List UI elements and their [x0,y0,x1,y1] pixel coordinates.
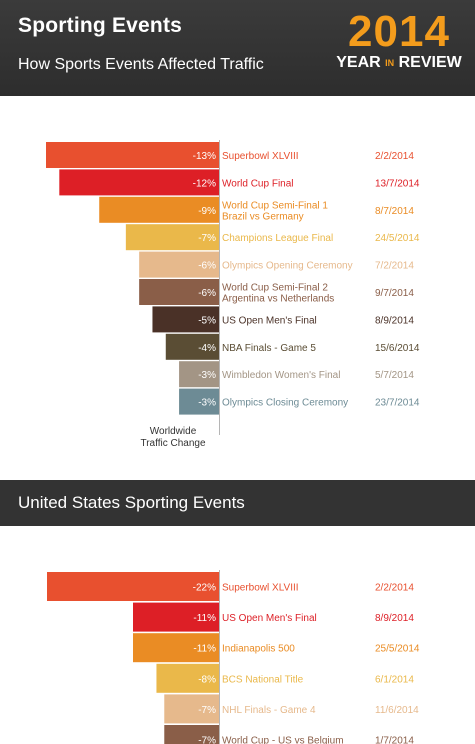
bar-2 [133,633,219,663]
worldwide-chart-panel: -13% Superbowl XLVIII 2/2/2014 -12% World Cu… [0,96,475,480]
category-label-0: Superbowl XLVIII [222,583,299,594]
value-label-8: -3% [198,370,216,381]
us-chart-panel: -22% Superbowl XLVIII 2/2/2014 -11% US Open … [0,526,475,744]
bar-6 [152,306,219,333]
worldwide-chart: -13% Superbowl XLVIII 2/2/2014 -12% World Cu… [46,142,420,415]
category-label-4: NHL Finals - Game 4 [222,705,316,716]
value-label-0: -22% [193,583,216,594]
us-section-header: United States Sporting Events [0,480,475,526]
date-label-0: 2/2/2014 [375,583,414,594]
value-label-4: -6% [198,261,216,272]
bar-5 [139,279,219,305]
date-label-6: 8/9/2014 [375,315,414,326]
us-section-title: United States Sporting Events [18,493,245,512]
category-label-5: World Cup Semi-Final 2 Argentina vs Nethe… [222,283,334,305]
badge-review: REVIEW [398,54,462,72]
category-label-2: Indianapolis 500 [222,644,295,655]
bar-3 [156,663,219,693]
category-label-3: BCS National Title [222,674,304,685]
badge-year-label: YEAR [336,54,381,72]
category-label-8: Wimbledon Women's Final [222,370,340,381]
worldwide-axis-label: Worldwide Traffic Change [128,426,218,450]
date-label-0: 2/2/2014 [375,151,414,162]
date-label-9: 23/7/2014 [375,398,420,409]
date-label-4: 11/6/2014 [375,705,419,716]
category-label-0: Superbowl XLVIII [222,151,299,162]
date-label-2: 8/7/2014 [375,206,414,217]
value-label-4: -7% [198,705,216,716]
page-subtitle: How Sports Events Affected Traffic [18,56,264,73]
page-title: Sporting Events [18,14,183,37]
worldwide-axis-line [219,140,220,435]
header: Sporting Events How Sports Events Affect… [0,0,475,96]
category-label-9: Olympics Closing Ceremony [222,398,348,409]
bar-1 [59,169,219,196]
bar-7 [165,333,219,360]
badge-caption: YEAR IN REVIEW [334,54,464,72]
date-label-1: 13/7/2014 [375,178,420,189]
category-label-1: World Cup Final [222,178,294,189]
value-label-9: -3% [198,398,216,409]
bar-9 [179,388,219,415]
date-label-4: 7/2/2014 [375,261,414,272]
date-label-7: 15/6/2014 [375,343,420,354]
bar-2 [99,196,219,223]
bar-4 [164,694,219,724]
bar-5 [164,725,219,744]
us-chart: -22% Superbowl XLVIII 2/2/2014 -11% US Open … [47,572,420,744]
value-label-7: -4% [198,343,216,354]
value-label-2: -11% [193,644,216,655]
year-in-review-badge: 2014 YEAR IN REVIEW [330,10,465,80]
bar-8 [179,361,219,388]
category-label-1: US Open Men's Final [222,613,317,624]
date-label-5: 9/7/2014 [375,288,414,299]
date-label-3: 6/1/2014 [375,674,414,685]
category-label-4: Olympics Opening Ceremony [222,261,353,272]
date-label-1: 8/9/2014 [375,613,414,624]
value-label-0: -13% [193,151,216,162]
axis-label-line-1: Worldwide [149,426,197,437]
category-label-7: NBA Finals - Game 5 [222,343,316,354]
bar-1 [133,602,219,632]
value-label-1: -11% [193,613,216,624]
badge-in: IN [385,58,395,68]
us-axis-line [219,570,220,744]
date-label-3: 24/5/2014 [375,233,420,244]
date-label-5: 1/7/2014 [375,736,414,744]
category-label-3: Champions League Final [222,233,333,244]
bar-0 [46,142,219,168]
category-label-6: US Open Men's Final [222,315,317,326]
value-label-5: -7% [198,736,216,744]
date-label-8: 5/7/2014 [375,370,414,381]
value-label-5: -6% [198,288,216,299]
badge-year: 2014 [348,7,450,56]
value-label-3: -8% [198,674,216,685]
category-label-5: World Cup - US vs Belgium [222,736,344,744]
bar-4 [139,251,219,278]
date-label-2: 25/5/2014 [375,644,420,655]
value-label-2: -9% [198,206,216,217]
value-label-6: -5% [198,315,216,326]
value-label-3: -7% [198,233,216,244]
bar-3 [125,224,219,251]
axis-label-line-2: Traffic Change [140,438,206,449]
value-label-1: -12% [193,178,216,189]
category-label-2: World Cup Semi-Final 1 Brazil vs Germany [222,200,328,222]
bar-0 [47,572,219,601]
